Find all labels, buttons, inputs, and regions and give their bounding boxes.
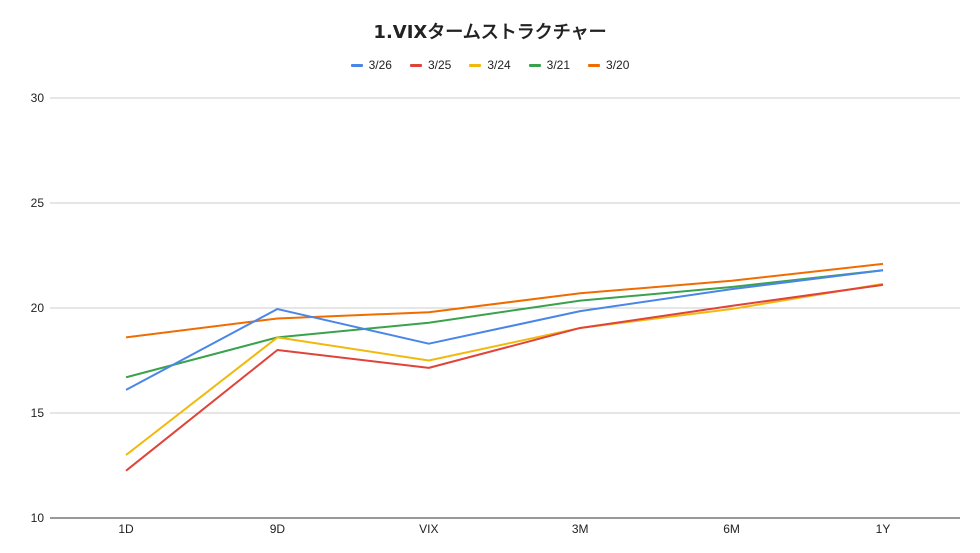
- x-tick-label: 1D: [118, 522, 134, 536]
- y-tick-label: 25: [31, 196, 45, 210]
- legend-item: 3/24: [469, 58, 511, 72]
- legend-label: 3/24: [487, 58, 511, 72]
- y-tick-label: 30: [31, 91, 45, 105]
- legend-item: 3/25: [409, 58, 452, 72]
- x-tick-label: 6M: [723, 522, 740, 536]
- legend-swatch: [469, 63, 482, 67]
- legend-label: 3/26: [368, 58, 392, 72]
- legend-swatch: [409, 63, 422, 67]
- legend-item: 3/20: [588, 58, 629, 72]
- y-tick-label: 15: [31, 406, 45, 420]
- legend-item: 3/21: [528, 58, 571, 72]
- legend-swatch: [588, 63, 601, 67]
- y-tick-label: 20: [31, 301, 45, 315]
- legend-item: 3/26: [350, 58, 392, 72]
- legend-swatch: [350, 63, 363, 67]
- x-tick-label: 3M: [572, 522, 589, 536]
- legend-swatch: [528, 63, 541, 67]
- legend-label: 3/21: [546, 58, 571, 72]
- series-line-3-21: [125, 269, 884, 379]
- x-tick-label: VIX: [419, 522, 438, 536]
- legend: 3/26 3/25 3/24 3/21 3/20: [0, 58, 980, 72]
- x-tick-label: 1Y: [876, 522, 891, 536]
- series-line-3-25: [125, 283, 884, 472]
- x-tick-label: 9D: [270, 522, 286, 536]
- legend-label: 3/25: [427, 58, 452, 72]
- chart-title: 1.VIXタームストラクチャー: [373, 22, 607, 43]
- y-tick-label: 10: [31, 511, 45, 525]
- legend-label: 3/20: [606, 58, 630, 72]
- series-line-3-24: [125, 282, 884, 456]
- series-line-3-26: [125, 269, 884, 391]
